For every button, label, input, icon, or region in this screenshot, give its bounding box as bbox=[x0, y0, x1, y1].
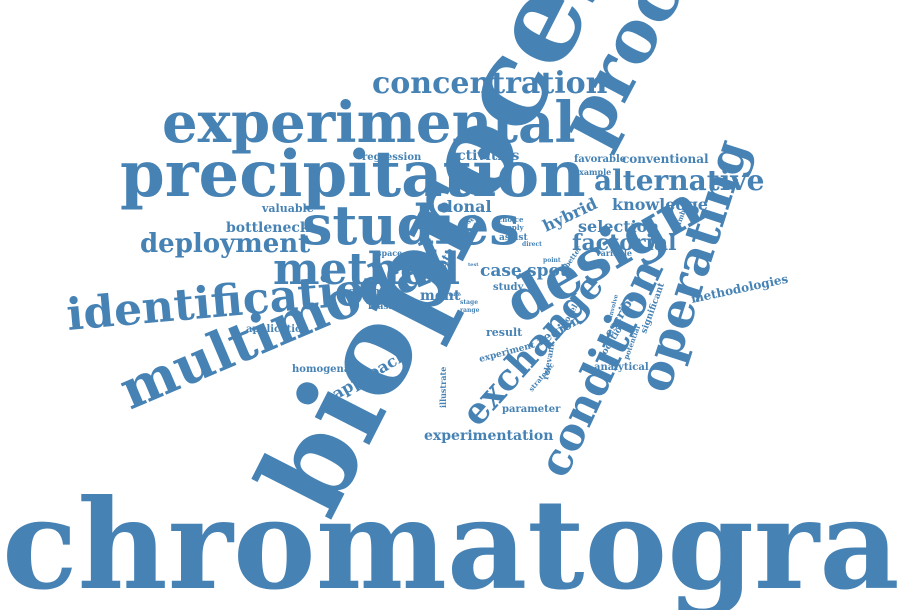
word-stage: stage bbox=[460, 299, 478, 306]
word-concentration: concentration bbox=[372, 66, 608, 101]
word-deployment: deployment bbox=[140, 229, 310, 259]
word-result: result bbox=[486, 326, 523, 339]
word-assist: assist bbox=[499, 233, 528, 243]
word-parameter: parameter bbox=[502, 404, 561, 415]
word-test: test bbox=[468, 262, 479, 268]
word-knowledge: knowledge bbox=[612, 195, 708, 214]
word-space: space bbox=[377, 248, 402, 258]
word-three: three bbox=[420, 231, 435, 237]
word-factorial: factorial bbox=[572, 230, 677, 256]
word-example: example bbox=[574, 167, 611, 177]
word-selection: selection bbox=[578, 217, 659, 236]
word-study: study bbox=[493, 282, 525, 293]
word-favorable: favorable bbox=[574, 154, 626, 165]
word-activities: activities bbox=[448, 148, 520, 164]
word-homogenate: homogenate bbox=[292, 364, 361, 375]
word-bottleneck: bottleneck bbox=[226, 220, 310, 236]
word-application: application bbox=[246, 324, 310, 335]
word-alternative: alternative bbox=[594, 164, 764, 197]
word-ment: ment bbox=[420, 288, 461, 304]
word-method: method bbox=[273, 244, 460, 295]
word-illustrate: illustrate bbox=[438, 367, 448, 408]
word-chromatography: chromatography bbox=[2, 473, 900, 610]
word-valuable: valuable bbox=[261, 202, 314, 215]
word-paper: paper bbox=[407, 264, 428, 274]
word-analytical: analytical bbox=[594, 362, 649, 373]
word-clonal: clonal bbox=[437, 197, 492, 216]
word-case: case bbox=[480, 261, 522, 281]
word-well: well bbox=[419, 254, 431, 260]
word-conventional: conventional bbox=[622, 152, 709, 166]
word-studies: studies bbox=[302, 193, 520, 257]
word-rapid: rapid bbox=[405, 248, 438, 261]
word-variable: variable bbox=[595, 248, 632, 258]
word-experimental: experimental bbox=[162, 90, 576, 156]
word-optimal: optimal bbox=[348, 285, 395, 298]
word-point: point bbox=[543, 257, 561, 264]
word-range: range bbox=[460, 307, 480, 314]
word-choice: choice bbox=[498, 215, 524, 224]
word-regression: regression bbox=[362, 152, 422, 163]
word-direct: direct bbox=[522, 241, 542, 248]
word-variety: variety bbox=[423, 252, 434, 277]
word-precipitation: precipitation bbox=[120, 137, 586, 212]
word-supply: supply bbox=[498, 223, 524, 232]
word-feasible: feasible bbox=[368, 302, 408, 312]
word-experimentation: experimentation bbox=[424, 428, 553, 444]
word-route: route bbox=[446, 292, 461, 298]
word-spot: spot bbox=[527, 261, 568, 281]
